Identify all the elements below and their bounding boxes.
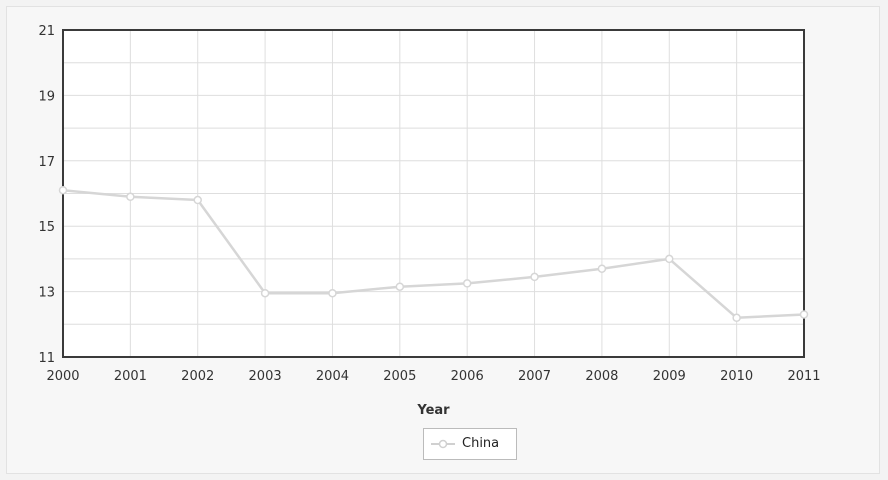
x-axis-ticks: 2000 2001 2002 2003 2004 2005 2006 2007 2008 2009… (46, 369, 820, 384)
x-tick-label: 2009 (653, 369, 686, 384)
y-axis-ticks: 11 13 15 17 19 21 (38, 24, 55, 366)
y-tick-label: 17 (38, 155, 55, 170)
y-tick-label: 11 (38, 351, 55, 366)
data-point[interactable] (193, 195, 202, 205)
grid-lines (63, 30, 804, 357)
data-point[interactable] (732, 313, 741, 323)
data-point[interactable] (126, 192, 135, 202)
x-tick-label: 2005 (383, 369, 416, 384)
x-axis-label: Year (416, 403, 450, 418)
legend-item-china: China (462, 436, 500, 451)
series-layer (58, 185, 809, 323)
data-point[interactable] (462, 279, 472, 288)
data-point[interactable] (597, 264, 607, 273)
x-tick-label: 2001 (114, 369, 147, 384)
legend-line-marker-icon (431, 439, 455, 449)
x-tick-label: 2002 (181, 369, 214, 384)
y-tick-label: 13 (38, 286, 55, 301)
data-point[interactable] (530, 272, 539, 282)
x-tick-label: 2000 (46, 369, 79, 384)
x-tick-label: 2011 (787, 369, 820, 384)
data-point[interactable] (58, 185, 68, 195)
x-tick-label: 2006 (451, 369, 484, 384)
data-point[interactable] (395, 282, 405, 291)
legend[interactable]: China (423, 428, 517, 460)
x-tick-label: 2003 (249, 369, 282, 384)
y-tick-label: 19 (38, 89, 55, 104)
x-tick-label: 2004 (316, 369, 349, 384)
y-tick-label: 15 (38, 220, 55, 235)
y-tick-label: 21 (38, 24, 55, 39)
x-tick-label: 2010 (720, 369, 753, 384)
data-point[interactable] (665, 254, 674, 264)
data-point[interactable] (328, 288, 337, 298)
x-tick-label: 2008 (585, 369, 618, 384)
x-tick-label: 2007 (518, 369, 551, 384)
data-point[interactable] (799, 310, 809, 319)
data-point[interactable] (260, 288, 270, 298)
series-line-china (62, 188, 805, 320)
